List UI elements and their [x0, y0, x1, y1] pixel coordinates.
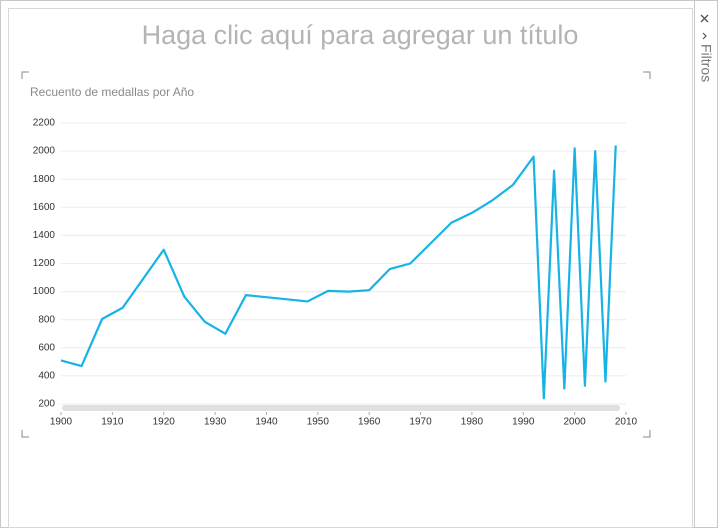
x-tick-label: 1920: [153, 417, 176, 428]
chart-frame-corners: [21, 71, 651, 438]
x-tick-label: 1900: [50, 417, 73, 428]
x-tick-label: 1950: [307, 417, 330, 428]
y-tick-label: 800: [38, 314, 55, 325]
scrollbar[interactable]: [62, 405, 620, 411]
expand-filters-icon[interactable]: [702, 32, 707, 40]
y-tick-label: 200: [38, 399, 55, 410]
x-tick-label: 1970: [409, 417, 432, 428]
y-tick-label: 1000: [33, 286, 56, 297]
filters-label[interactable]: Filtros: [698, 44, 714, 82]
chart-title: Recuento de medallas por Año: [30, 85, 194, 99]
y-tick-label: 1800: [33, 174, 56, 185]
y-tick-label: 1400: [33, 230, 56, 241]
x-tick-label: 2000: [564, 417, 587, 428]
y-tick-label: 1600: [33, 202, 56, 213]
y-tick-label: 400: [38, 371, 55, 382]
y-tick-label: 600: [38, 342, 55, 353]
x-tick-label: 1980: [461, 417, 484, 428]
x-tick-label: 1990: [512, 417, 535, 428]
x-tick-label: 1910: [101, 417, 124, 428]
x-tick-label: 1930: [204, 417, 227, 428]
y-tick-label: 2200: [33, 118, 56, 129]
data-line: [60, 145, 617, 400]
x-tick-label: 1940: [255, 417, 278, 428]
title-placeholder[interactable]: Haga clic aquí para agregar un título: [142, 20, 579, 50]
y-tick-label: 2000: [33, 146, 56, 157]
y-tick-label: 1200: [33, 258, 56, 269]
x-tick-label: 1960: [358, 417, 381, 428]
x-tick-label: 2010: [615, 417, 638, 428]
close-icon[interactable]: [700, 14, 709, 23]
